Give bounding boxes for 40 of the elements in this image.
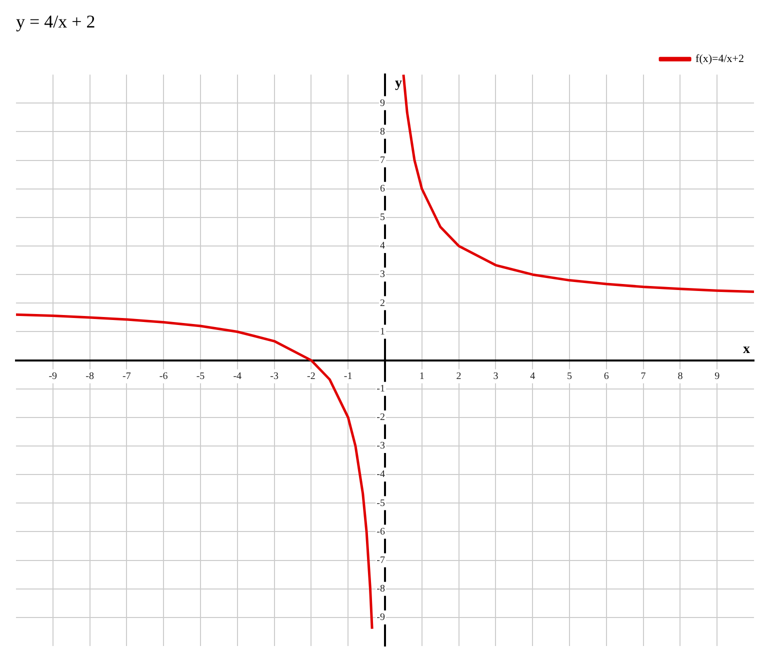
y-tick-label: -1: [376, 383, 385, 394]
y-tick-label: 3: [380, 269, 385, 280]
x-tick-label: 6: [604, 370, 609, 382]
x-tick-label: 7: [640, 370, 646, 382]
y-tick-label: 4: [380, 240, 385, 252]
x-tick-label: 4: [530, 370, 536, 382]
x-tick-label: -2: [307, 370, 316, 382]
x-tick-label: -3: [270, 370, 278, 382]
x-tick-label: -7: [122, 370, 131, 382]
y-tick-label: -6: [376, 526, 385, 538]
y-tick-label: 8: [380, 126, 385, 138]
y-tick-label: 2: [380, 298, 385, 309]
x-tick-label: 1: [419, 370, 424, 382]
x-axis-title: x: [743, 342, 750, 357]
y-tick-label: -7: [376, 554, 385, 566]
x-tick-label: 2: [456, 370, 462, 382]
x-tick-label: -1: [344, 370, 352, 382]
x-tick-label: 9: [714, 370, 720, 382]
y-tick-label: 7: [380, 154, 385, 166]
y-tick-label: 6: [380, 184, 385, 195]
y-tick-label: 1: [380, 326, 385, 338]
x-tick-label: -8: [86, 370, 94, 382]
chart-title: y = 4/x + 2: [16, 12, 96, 32]
x-tick-label: 8: [678, 370, 683, 382]
x-tick-label: -6: [159, 370, 168, 382]
x-tick-label: 3: [493, 370, 498, 382]
legend-label: f(x)=4/x+2: [696, 52, 744, 65]
x-tick-label: -5: [196, 370, 205, 382]
y-tick-label: -3: [376, 440, 385, 452]
x-tick-label: -9: [48, 370, 58, 382]
x-tick-label: -4: [233, 370, 242, 382]
y-tick-label: 5: [380, 212, 385, 224]
y-tick-label: -9: [376, 612, 385, 624]
y-axis-title: y: [395, 76, 402, 92]
y-tick-label: -4: [376, 469, 385, 480]
y-tick-label: -8: [376, 583, 385, 594]
y-tick-label: -5: [376, 498, 385, 509]
y-tick-label: -2: [376, 412, 385, 424]
x-tick-label: 5: [567, 370, 572, 382]
y-tick-label: 9: [380, 98, 385, 109]
